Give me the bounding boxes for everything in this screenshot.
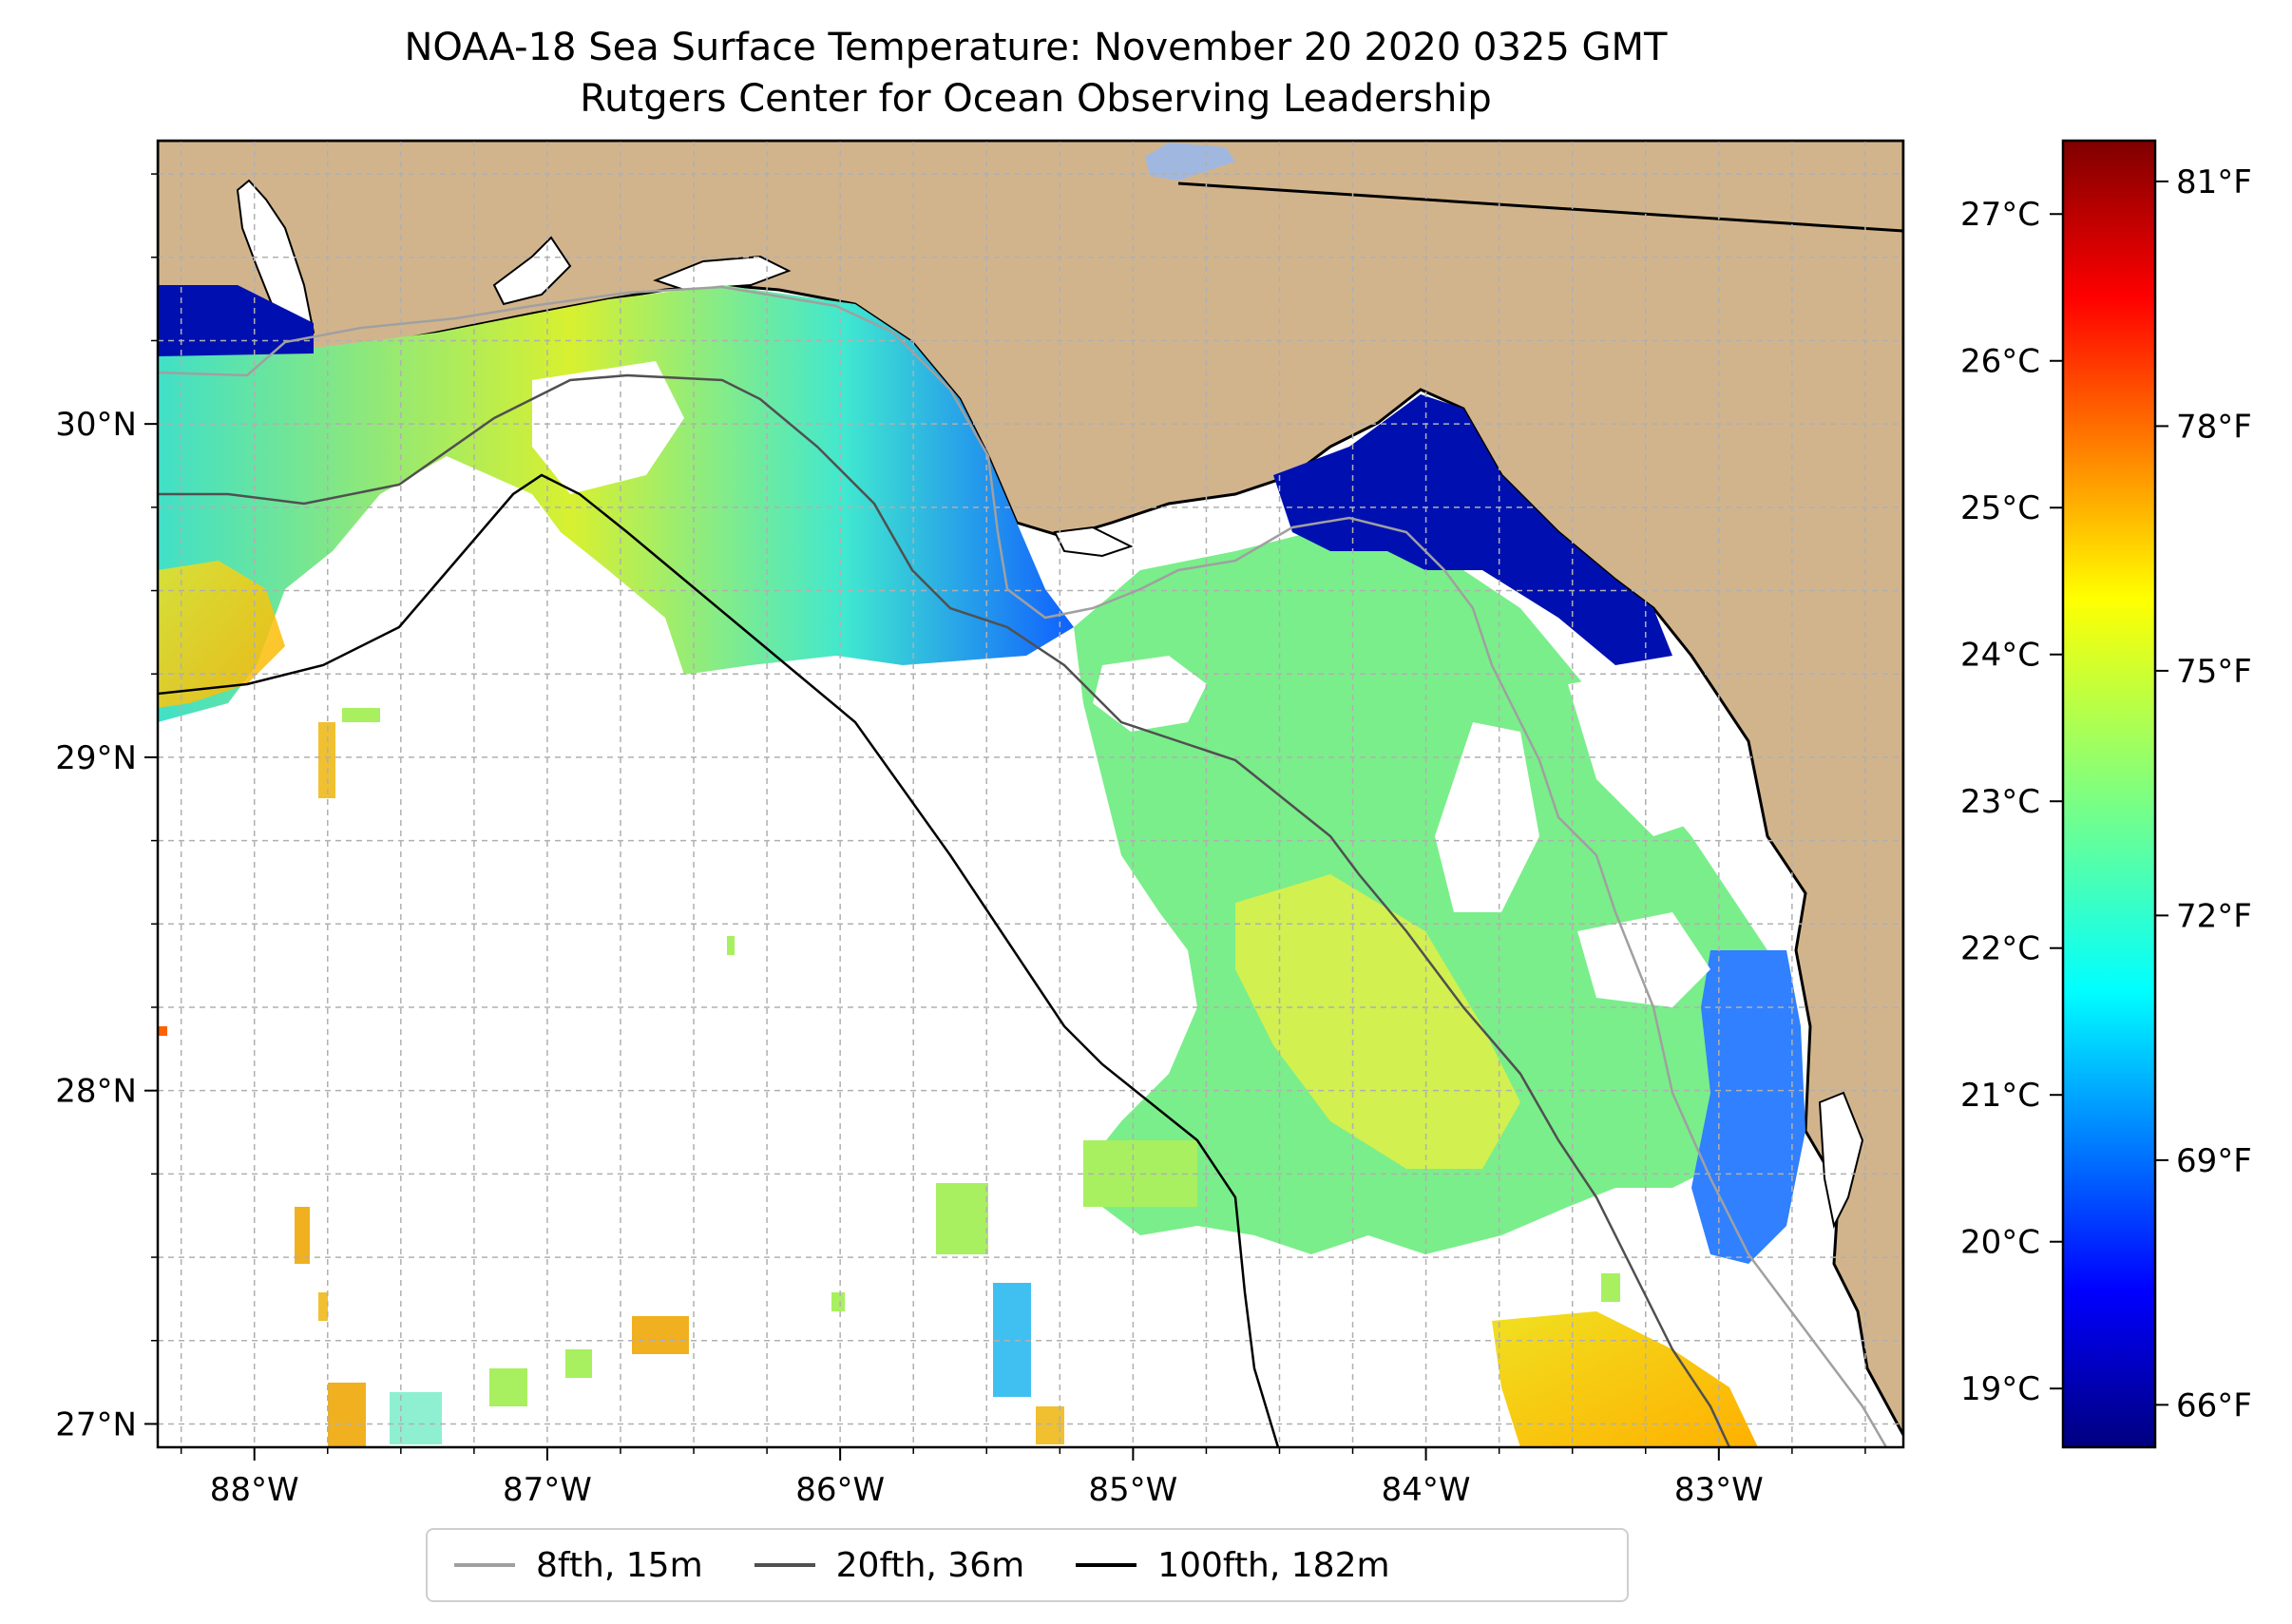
lat-tick-label: 27°N [55,1405,137,1443]
legend-item-20fth: 20fth, 36m [754,1545,1025,1585]
cloud-gap-3 [1568,665,1729,836]
cloud-gap-4 [1577,912,1710,1007]
colorbar-fahrenheit-label: 75°F [2176,653,2252,691]
isobath-legend: 8fth, 15m 20fth, 36m 100fth, 182m [426,1528,1629,1602]
latitude-axis: 30°N 29°N 28°N 27°N [55,173,158,1443]
colorbar-fahrenheit-label: 81°F [2176,163,2252,201]
sst-western-warm [158,561,285,708]
colorbar-celsius-label: 19°C [1960,1370,2040,1408]
colorbar-celsius-label: 26°C [1960,343,2040,381]
colorbar-fahrenheit-label: 78°F [2176,408,2252,446]
lon-tick-label: 88°W [210,1471,299,1509]
sst-northern-shelf [158,285,1074,722]
state-border-line [1177,182,1903,233]
longitude-axis: 88°W 87°W 86°W 85°W 84°W 83°W [180,1447,1866,1509]
colorbar-fahrenheit-label: 66°F [2176,1386,2252,1424]
cloud-gap-5 [532,361,684,494]
lon-tick-label: 87°W [503,1471,592,1509]
colorbar-fahrenheit-label: 69°F [2176,1142,2252,1180]
legend-line-20fth [754,1563,815,1567]
lat-tick-label: 30°N [55,406,137,444]
isobath-8fth [158,285,1888,1447]
sst-nearshore-cold [1273,394,1672,665]
sst-scattered-pixels [158,708,1620,1447]
legend-label: 100fth, 182m [1157,1545,1390,1585]
colorbar-celsius-label: 25°C [1960,489,2040,527]
legend-item-100fth: 100fth, 182m [1076,1545,1390,1585]
lat-tick-label: 29°N [55,739,137,777]
colorbar-celsius-label: 20°C [1960,1224,2040,1262]
legend-item-8fth: 8fth, 15m [454,1546,703,1585]
legend-line-100fth [1076,1563,1137,1567]
sst-cedar-key-region [1074,532,1786,1254]
lat-tick-label: 28°N [55,1073,137,1111]
sst-florida-west-coast [1691,950,1805,1264]
colorbar-fahrenheit-label: 72°F [2176,897,2252,935]
sst-central-warm [1235,874,1520,1169]
cloud-gap-1 [1093,656,1207,732]
colorbar-celsius-label: 27°C [1960,196,2040,234]
cloud-gap-2 [1435,722,1539,912]
lon-tick-label: 84°W [1382,1471,1471,1509]
chart-title: NOAA-18 Sea Surface Temperature: Novembe… [404,26,1668,69]
chart-subtitle: Rutgers Center for Ocean Observing Leade… [580,77,1492,121]
lon-tick-label: 83°W [1674,1471,1764,1509]
apalachicola-bay [1053,525,1134,558]
isobath-20fth [158,373,1731,1447]
sst-southeast-warm [1492,1311,1758,1447]
isobath-100fth [158,473,1280,1447]
map-plot-area [158,141,1903,1447]
lon-tick-label: 86°W [795,1471,885,1509]
pensacola-bay [492,236,572,306]
tampa-bay [1818,1091,1864,1230]
colorbar-celsius-axis: 19°C 20°C 21°C 22°C 23°C 24°C 25°C 26°C 27°C [1960,196,2063,1408]
lon-tick-label: 85°W [1088,1471,1177,1509]
legend-label: 8fth, 15m [536,1545,703,1585]
colorbar [2061,139,2157,1449]
map-frame [156,139,1905,1449]
colorbar-celsius-label: 21°C [1960,1077,2040,1115]
sst-mobile-cold [158,285,314,356]
colorbar-fahrenheit-axis: 66°F 69°F 72°F 75°F 78°F 81°F [2155,163,2252,1424]
lake [1145,143,1235,181]
colorbar-celsius-label: 23°C [1960,783,2040,821]
colorbar-celsius-label: 24°C [1960,637,2040,675]
colorbar-celsius-label: 22°C [1960,930,2040,968]
legend-line-8fth [454,1563,515,1567]
map-gridlines [158,141,1903,1447]
legend-label: 20fth, 36m [835,1545,1025,1585]
